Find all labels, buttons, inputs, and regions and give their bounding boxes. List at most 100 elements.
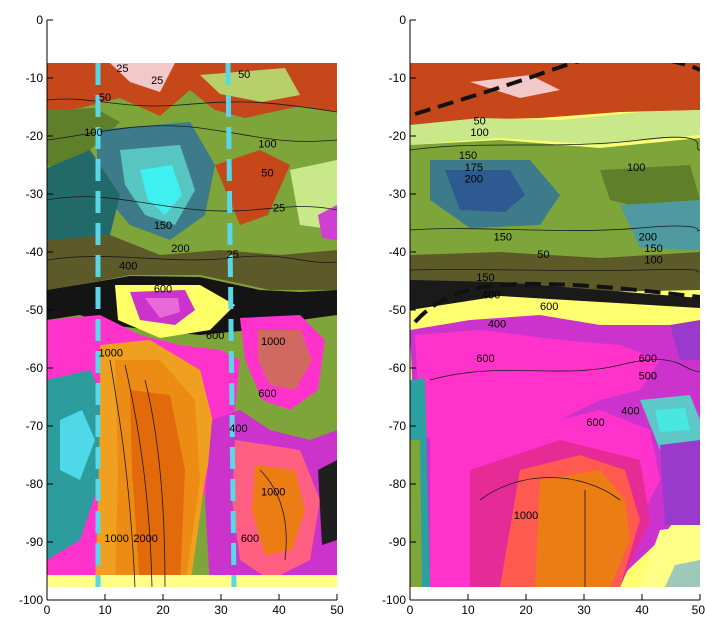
left-contour-label: 400 (229, 423, 247, 435)
left-contour-label: 25 (151, 75, 163, 87)
left-contour-label: 150 (154, 220, 172, 232)
right-blue-teal-patch (620, 200, 700, 250)
right-y-tick-label: -50 (389, 303, 407, 317)
right-contour-label: 600 (476, 353, 494, 365)
right-x-tick-label: 0 (407, 603, 414, 617)
left-bottom-yellow-strip (47, 575, 337, 587)
left-contour-label: 1000 (261, 336, 285, 348)
right-x-tick-label: 40 (635, 603, 649, 617)
left-bottom-right-dark (318, 460, 337, 545)
left-contour-label: 25 (116, 63, 128, 75)
left-contour-plot (47, 63, 337, 587)
left-right-magenta-core (258, 330, 312, 390)
right-y-tick-label: -60 (389, 361, 407, 375)
left-x-tick-label: 0 (44, 603, 51, 617)
left-y-tick-label: -100 (19, 593, 43, 607)
right-shallow-red-zone (410, 63, 700, 125)
left-y-tick-label: -90 (26, 535, 44, 549)
left-y-tick-label: -20 (26, 129, 44, 143)
right-contour-label: 600 (639, 353, 657, 365)
left-y-tick-label: -40 (26, 245, 44, 259)
right-upper-purple (670, 320, 700, 360)
left-contour-label: 400 (119, 260, 137, 272)
right-contour-label: 400 (488, 318, 506, 330)
right-contour-label: 600 (540, 301, 558, 313)
left-dashed-line-2 (225, 63, 237, 587)
right-x-tick-label: 20 (519, 603, 533, 617)
left-y-tick-label: -10 (26, 71, 44, 85)
right-y-tick-label: -40 (389, 245, 407, 259)
left-light-green-patch (200, 68, 300, 102)
right-y-tick-label: -20 (389, 129, 407, 143)
left-y-tick-label: -30 (26, 187, 44, 201)
right-y-tick-label: -90 (389, 535, 407, 549)
left-orange-inner (130, 390, 185, 587)
left-contour-label: 25 (226, 249, 238, 261)
left-pink-patch (110, 63, 175, 92)
right-y-tick-label: -70 (389, 419, 407, 433)
left-contour-label: 100 (84, 127, 102, 139)
left-contour-label: 50 (261, 168, 273, 180)
left-teal-patch (47, 150, 120, 250)
right-y-tick-label: 0 (399, 13, 406, 27)
right-orange-zone (535, 470, 630, 587)
right-contour-label: 150 (459, 150, 477, 162)
right-pink-patch (470, 75, 560, 98)
right-x-tick-label: 50 (692, 603, 705, 617)
left-contour-label: 600 (206, 330, 224, 342)
right-y-tick-label: -30 (389, 187, 407, 201)
left-magenta-blob-center (145, 298, 180, 318)
right-blue-zone-inner (445, 170, 525, 212)
right-contour-label: 150 (476, 272, 494, 284)
right-y-tick-label: -80 (389, 477, 407, 491)
left-y-tick-label: 0 (36, 13, 43, 27)
right-contour-label: 100 (470, 127, 488, 139)
left-x-tick-label: 50 (330, 603, 344, 617)
left-contour-label: 600 (241, 533, 259, 545)
right-contour-labels: 5010015017520010015050200150100150400600… (459, 115, 663, 521)
right-dashed-upper (414, 63, 700, 116)
right-bottom-grey-patch (665, 560, 700, 587)
left-contour-label: 1000 (99, 347, 123, 359)
left-x-tick-label: 10 (98, 603, 112, 617)
left-small-magenta (318, 205, 337, 240)
left-deep-cyan-core (60, 410, 95, 480)
left-mid-red-patch (215, 150, 290, 225)
left-bottom-right-orange (252, 465, 305, 555)
right-contour-label: 200 (465, 173, 483, 185)
right-contour-label: 200 (639, 231, 657, 243)
left-x-tick-label: 30 (214, 603, 228, 617)
left-y-tick-label: -60 (26, 361, 44, 375)
right-contour-label: 400 (621, 405, 639, 417)
right-contour-plot (410, 63, 700, 587)
right-light-green-band (410, 110, 700, 145)
left-cyan-zone-inner (140, 165, 182, 215)
right-dashed-lower (413, 281, 700, 324)
left-dark-olive-band (47, 235, 337, 290)
left-x-tick-label: 40 (272, 603, 286, 617)
left-contour-label: 1000 (104, 533, 128, 545)
right-contour-label: 100 (627, 162, 645, 174)
left-y-tick-label: -70 (26, 419, 44, 433)
left-contour-label: 50 (99, 92, 111, 104)
left-contour-label: 50 (238, 69, 250, 81)
left-y-tick-label: -80 (26, 477, 44, 491)
left-olive-patch (47, 108, 120, 170)
right-contour-label: 1000 (514, 510, 538, 522)
right-contour-lines (410, 136, 700, 587)
right-contour-label: 175 (465, 162, 483, 174)
left-contour-label: 1000 (261, 487, 285, 499)
right-y-tick-label: -100 (382, 593, 406, 607)
right-contour-label: 600 (586, 417, 604, 429)
right-contour-label: 100 (644, 255, 662, 267)
right-x-tick-label: 10 (461, 603, 475, 617)
right-purple-patch (660, 440, 700, 525)
right-contour-label: 150 (494, 231, 512, 243)
left-contour-label: 600 (154, 284, 172, 296)
left-y-tick-label: -50 (26, 303, 44, 317)
left-contour-label: 100 (258, 139, 276, 151)
right-axes: 0-10-20-30-40-50-60-70-80-90-1000 10 20 30 4… (382, 13, 705, 617)
left-contour-labels: 25 50 25 50 100 100 50 25 150 200 25 400 600 600 1000 1… (84, 63, 285, 545)
left-contour-label: 25 (273, 202, 285, 214)
